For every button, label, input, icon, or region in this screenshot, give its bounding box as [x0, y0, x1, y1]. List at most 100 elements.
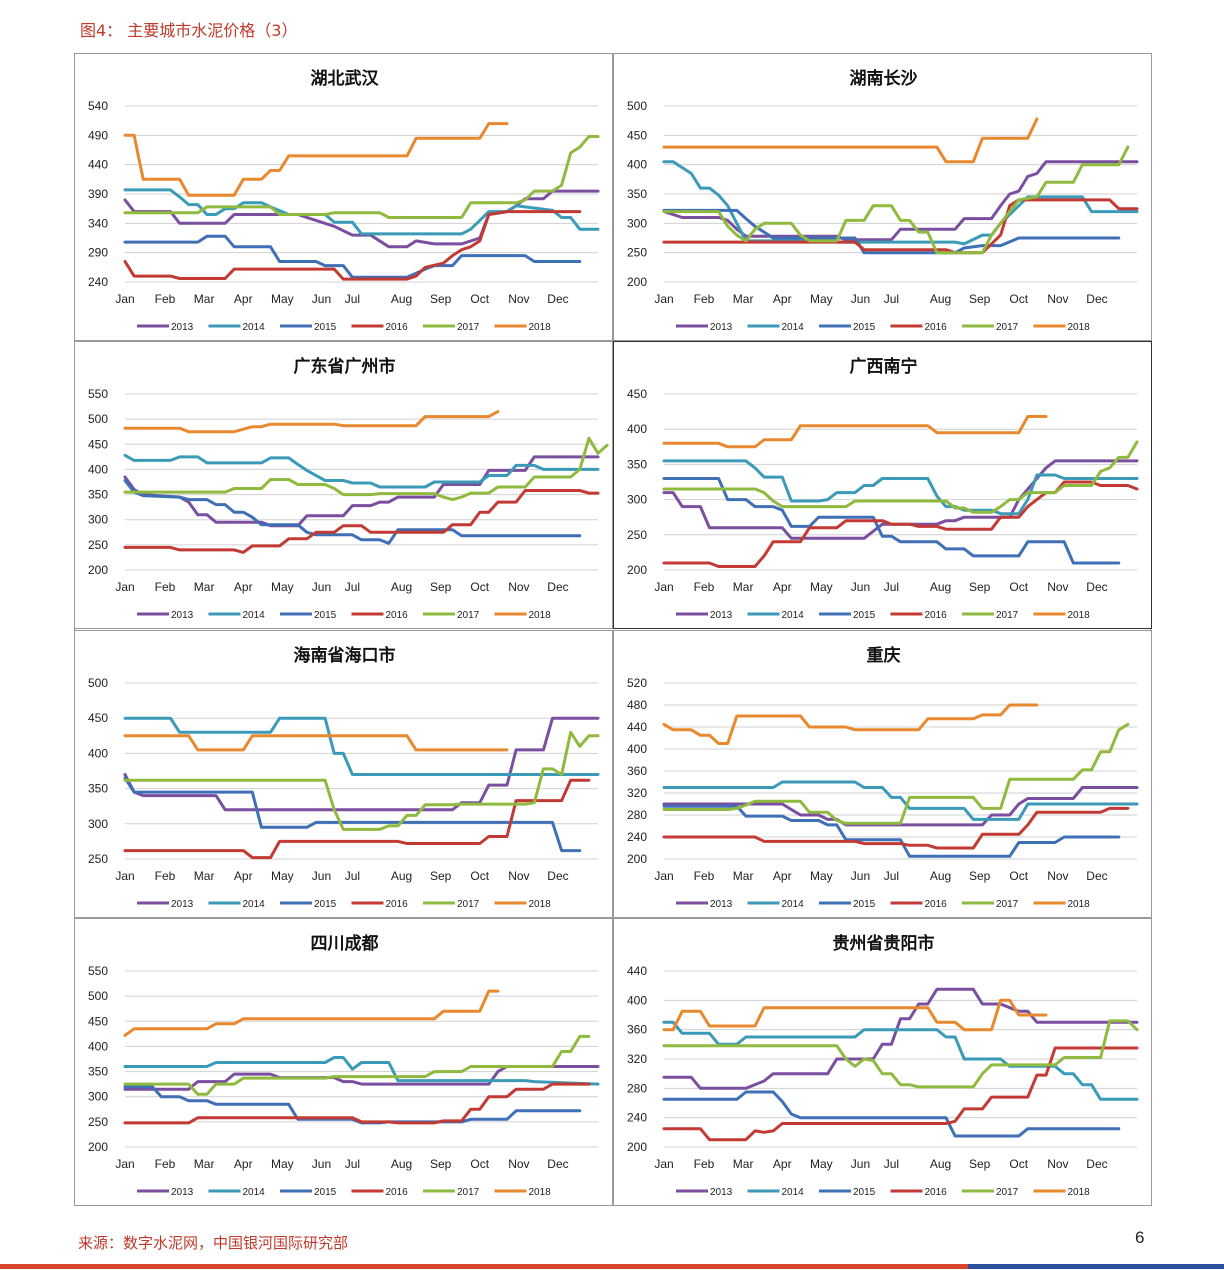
y-tick-label: 400: [627, 158, 647, 172]
x-tick-label: Aug: [930, 869, 951, 883]
chart-panel: 湖北武汉 240 290 340 390 440 490 540 Jan Feb Mar Apr May…: [74, 53, 613, 341]
series-line-2016: [662, 806, 1130, 850]
series-line-2017: [662, 722, 1130, 825]
y-tick-label: 400: [627, 993, 647, 1007]
legend-label: 2014: [782, 1187, 805, 1198]
series-line-2015: [123, 479, 582, 545]
legend-label: 2016: [386, 322, 409, 333]
y-tick-label: 320: [627, 1052, 647, 1066]
y-tick-label: 250: [88, 1115, 108, 1129]
y-tick-label: 200: [627, 563, 647, 577]
x-tick-label: Jul: [884, 292, 899, 306]
x-tick-label: Jun: [851, 869, 870, 883]
y-tick-label: 520: [627, 676, 647, 690]
y-tick-label: 450: [627, 128, 647, 142]
series-line-2018: [662, 117, 1039, 164]
chart-panel: 重庆 200 240 280 320 360 400 440 480 520 Jan Feb Mar Ap…: [613, 630, 1152, 918]
legend-label: 2013: [710, 322, 733, 333]
x-tick-label: Nov: [1047, 1157, 1068, 1171]
x-tick-label: Oct: [1009, 580, 1028, 594]
x-tick-label: Jun: [851, 292, 870, 306]
y-tick-label: 390: [88, 187, 108, 201]
legend-label: 2015: [853, 1187, 876, 1198]
x-tick-label: Aug: [391, 1157, 412, 1171]
x-tick-label: Sep: [430, 580, 452, 594]
y-tick-label: 300: [88, 513, 108, 527]
x-tick-label: Jan: [115, 1157, 134, 1171]
chart-svg: 广西南宁 200 250 300 350 400 450 Jan Feb Mar Apr May Jun…: [627, 356, 1139, 621]
legend-label: 2017: [996, 610, 1019, 621]
chart-svg: 海南省海口市 250 300 350 400 450 500 Jan Feb Mar Apr May J…: [88, 645, 600, 910]
series-line-2015: [123, 1085, 582, 1125]
y-tick-label: 450: [627, 387, 647, 401]
x-tick-label: Oct: [470, 869, 489, 883]
legend-label: 2016: [925, 899, 948, 910]
x-tick-label: Oct: [470, 292, 489, 306]
x-tick-label: Feb: [155, 580, 176, 594]
legend-label: 2017: [457, 1187, 480, 1198]
x-tick-label: Jun: [851, 580, 870, 594]
series-line-2015: [123, 776, 582, 853]
x-tick-label: Oct: [1009, 1157, 1028, 1171]
x-tick-label: Mar: [194, 869, 215, 883]
legend-label: 2013: [171, 322, 194, 333]
legend-label: 2015: [314, 322, 337, 333]
chart-title: 广西南宁: [850, 356, 918, 377]
footer-bar-blue: [968, 1264, 1224, 1269]
legend-label: 2017: [457, 610, 480, 621]
series-line-2018: [662, 703, 1039, 745]
legend-label: 2013: [171, 610, 194, 621]
legend-label: 2018: [529, 610, 552, 621]
y-tick-label: 320: [627, 786, 647, 800]
chart-svg: 贵州省贵阳市 200 240 280 320 360 400 440 Jan Feb Mar Apr M…: [627, 933, 1139, 1198]
x-tick-label: Mar: [194, 1157, 215, 1171]
y-tick-label: 240: [627, 830, 647, 844]
x-tick-label: Jul: [884, 869, 899, 883]
series-line-2015: [662, 804, 1121, 858]
legend-label: 2015: [314, 899, 337, 910]
y-tick-label: 360: [627, 1023, 647, 1037]
y-tick-label: 400: [88, 462, 108, 476]
x-tick-label: Jul: [345, 1157, 360, 1171]
chart-panel: 广东省广州市 200 250 300 350 400 450 500 550 Jan Feb Mar A…: [74, 341, 613, 629]
x-tick-label: Feb: [155, 869, 176, 883]
x-tick-label: Mar: [733, 869, 754, 883]
x-tick-label: Feb: [694, 292, 715, 306]
chart-title: 四川成都: [311, 933, 379, 954]
y-tick-label: 250: [88, 852, 108, 866]
x-tick-label: Jun: [851, 1157, 870, 1171]
series-line-2016: [662, 480, 1139, 568]
x-tick-label: Sep: [969, 869, 991, 883]
series-line-2017: [123, 436, 609, 502]
y-tick-label: 200: [88, 1140, 108, 1154]
legend-label: 2014: [243, 610, 266, 621]
x-tick-label: May: [810, 580, 833, 594]
chart-panel: 贵州省贵阳市 200 240 280 320 360 400 440 Jan Feb Mar Apr M…: [613, 918, 1152, 1206]
x-tick-label: May: [271, 292, 294, 306]
chart-panel: 海南省海口市 250 300 350 400 450 500 Jan Feb Mar Apr May J…: [74, 630, 613, 918]
x-tick-label: Sep: [969, 580, 991, 594]
x-tick-label: Nov: [1047, 292, 1068, 306]
legend-label: 2013: [710, 899, 733, 910]
series-line-2018: [123, 734, 509, 752]
chart-title: 广东省广州市: [294, 356, 396, 377]
x-tick-label: Feb: [694, 869, 715, 883]
legend-label: 2014: [782, 610, 805, 621]
series-line-2014: [662, 459, 1139, 516]
legend-label: 2017: [996, 322, 1019, 333]
x-tick-label: Feb: [694, 580, 715, 594]
legend-label: 2015: [853, 610, 876, 621]
legend-label: 2018: [1068, 899, 1091, 910]
y-tick-label: 360: [627, 764, 647, 778]
chart-svg: 重庆 200 240 280 320 360 400 440 480 520 Jan Feb Mar Ap…: [627, 645, 1139, 910]
legend-label: 2015: [314, 1187, 337, 1198]
legend-label: 2017: [457, 899, 480, 910]
chart-svg: 湖南长沙 200 250 300 350 400 450 500 Jan Feb Mar Apr May…: [627, 68, 1139, 333]
chart-title: 贵州省贵阳市: [833, 933, 935, 954]
series-line-2017: [662, 440, 1139, 514]
series-line-2016: [662, 198, 1139, 255]
x-tick-label: Oct: [470, 1157, 489, 1171]
x-tick-label: Nov: [508, 869, 529, 883]
series-line-2013: [662, 987, 1139, 1090]
chart-svg: 四川成都 200 250 300 350 400 450 500 550 Jan Feb Mar Apr…: [88, 933, 600, 1198]
